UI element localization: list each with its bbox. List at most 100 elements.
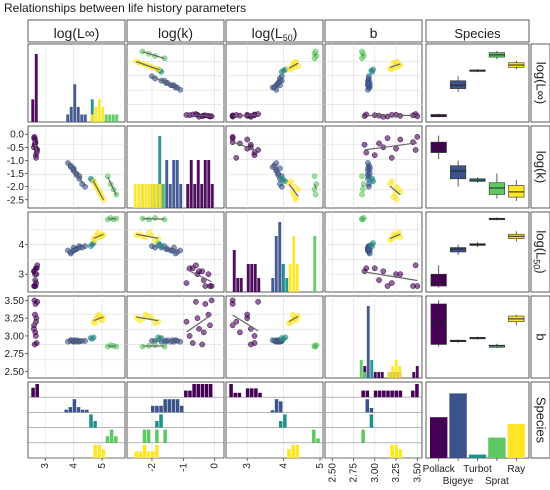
facet-hist-logL50-pollack-bin-1 bbox=[233, 392, 237, 398]
xtick-label-group-logk-0: -2 bbox=[147, 463, 158, 472]
hist-logL50-ray-bin-18 bbox=[292, 236, 296, 292]
top-strip-4 bbox=[425, 19, 530, 43]
fit-line-sprat-r3-c2 bbox=[314, 345, 317, 347]
ytick-label-logk-5: -2.5 bbox=[7, 195, 25, 206]
xtick-label-group-b-3: 3.25 bbox=[391, 463, 402, 483]
point-ray-r1-c3-6 bbox=[392, 191, 399, 198]
hist-logL50-ray-bin-17 bbox=[288, 264, 292, 292]
point-pollack-r3-c2-10 bbox=[237, 329, 243, 336]
facet-hist-logLinf-bigeye-bin-13 bbox=[85, 409, 89, 413]
facet-hist-b-bigeye-bin-9 bbox=[365, 399, 370, 413]
point-pollack-r1-c3-9 bbox=[371, 152, 378, 159]
facet-hist-logk-pollack-bin-17 bbox=[200, 384, 205, 398]
hist-b-pollack-bin-24 bbox=[412, 372, 416, 378]
strip-close-paren: ) bbox=[293, 25, 298, 41]
fit-line-ray-r1-c3 bbox=[389, 185, 401, 196]
species-bar-pollack bbox=[430, 417, 448, 458]
ytick-label-b-2: 3.00 bbox=[5, 331, 25, 342]
right-subscript-50: 50 bbox=[532, 259, 542, 269]
ytick-label-b-0: 2.50 bbox=[5, 367, 25, 378]
point-sprat-r1-c2-0 bbox=[311, 173, 318, 180]
point-pollack-r1-c3-0 bbox=[414, 134, 421, 140]
fit-line-bigeye-r0-c1 bbox=[151, 75, 181, 90]
facet-hist-logL50-ray-bin-14 bbox=[287, 449, 291, 458]
hist-b-pollack-bin-25 bbox=[415, 366, 419, 378]
point-pollack-r2-c1-6 bbox=[199, 268, 206, 275]
facet-hist-b-pollack-bin-11 bbox=[373, 390, 378, 398]
ytick-label-logL50-0: 3 bbox=[18, 270, 24, 281]
facet-hist-logLinf-turbot-bin-15 bbox=[93, 421, 97, 428]
facet-hist-logLinf-pollack-bin-1 bbox=[35, 384, 39, 398]
facet-hist-logL50-ray-bin-16 bbox=[295, 444, 300, 458]
facet-hist-b-bigeye-bin-10 bbox=[369, 408, 374, 413]
facet-hist-logk-ray-bin-1 bbox=[134, 451, 138, 458]
facet-hist-logk-bigeye-bin-9 bbox=[167, 399, 172, 413]
facet-hist-logL50-pollack-bin-6 bbox=[254, 388, 258, 398]
right-strip-loglinf bbox=[530, 43, 550, 123]
point-pollack-r3-c0-10 bbox=[32, 329, 39, 336]
hist-logLinf-sprat-bin-24 bbox=[115, 114, 119, 122]
point-ray-r0-c1-7 bbox=[133, 58, 140, 65]
fit-line-bigeye-r2-c0 bbox=[67, 245, 86, 253]
hist-logk-pollack-bin-21 bbox=[203, 160, 207, 208]
point-pollack-r1-c2-9 bbox=[251, 152, 258, 159]
xtick-label-logLinf-0: 3 bbox=[40, 463, 51, 469]
right-strip-species-label: Species bbox=[534, 397, 549, 444]
hist-logL50-pollack-bin-8 bbox=[257, 278, 261, 292]
fit-line-sprat-r2-c3 bbox=[361, 217, 364, 220]
facet-hist-b-sprat-bin-8 bbox=[361, 429, 365, 443]
hist-b-pollack-bin-14 bbox=[377, 372, 381, 378]
facet-hist-logk-pollack-bin-18 bbox=[204, 384, 209, 398]
hist-logLinf-sprat-bin-21 bbox=[104, 114, 108, 122]
point-ray-r3-c2-4 bbox=[286, 320, 292, 326]
xtick-label-logL50-0: 3 bbox=[242, 463, 253, 469]
panel-r3-c2 bbox=[225, 295, 324, 379]
hist-b-ray-bin-18 bbox=[391, 366, 395, 378]
xtick-label-b-2: 3.00 bbox=[370, 463, 381, 483]
hist-logk-bigeye-bin-14 bbox=[179, 184, 183, 208]
point-pollack-r2-c3-1 bbox=[410, 283, 416, 289]
top-strip-3 bbox=[324, 19, 423, 43]
fit-line-pollack-r3-c0 bbox=[33, 319, 38, 326]
fit-line-turbot-r0-c3 bbox=[371, 69, 374, 72]
facet-hist-b-ray-bin-16 bbox=[394, 444, 399, 458]
hist-b-ray-bin-19 bbox=[394, 360, 398, 378]
fit-line-turbot-r2-c0 bbox=[90, 242, 94, 247]
panel-r4-c0 bbox=[27, 381, 126, 459]
point-sprat-r2-c1-2 bbox=[145, 216, 152, 223]
point-sprat-r1-c3-0 bbox=[359, 173, 365, 180]
box-logL50-bigeye bbox=[450, 247, 467, 253]
hist-logk-pollack-bin-20 bbox=[200, 184, 204, 208]
hist-logL50-pollack-bin-5 bbox=[246, 264, 250, 292]
point-ray-r1-c3-4 bbox=[387, 181, 393, 187]
box-logLinf-bigeye bbox=[450, 80, 467, 89]
fit-line-pollack-r2-c0 bbox=[33, 270, 38, 282]
hist-logk-pollack-bin-23 bbox=[210, 184, 214, 208]
ytick-label-logk-0: 0.0 bbox=[10, 130, 24, 141]
xtick-label-group-logLinf-0: 3 bbox=[40, 463, 51, 469]
fit-line-ray-r0-c2 bbox=[288, 62, 299, 69]
facet-hist-b-pollack-bin-17 bbox=[398, 390, 403, 398]
point-ray-r0-c3-7 bbox=[394, 58, 400, 65]
facet-hist-logL50-pollack-bin-2 bbox=[237, 392, 242, 398]
fit-line-pollack-r0-c2 bbox=[232, 114, 259, 117]
xtick-label-b-1: 2.75 bbox=[349, 463, 360, 483]
hist-logk-ray-bin-4 bbox=[144, 184, 148, 208]
hist-logL50-bigeye-bin-12 bbox=[271, 278, 275, 292]
facet-hist-logk-bigeye-bin-11 bbox=[175, 399, 180, 413]
facet-hist-logk-bigeye-bin-6 bbox=[155, 405, 159, 413]
facet-hist-logLinf-ray-bin-16 bbox=[97, 444, 102, 458]
point-bigeye-r3-c1-10 bbox=[169, 337, 176, 344]
ytick-label-b-3: 3.25 bbox=[5, 314, 25, 325]
point-sprat-r1-c3-2 bbox=[360, 186, 366, 193]
panel-r0-c3 bbox=[324, 43, 423, 123]
point-pollack-r3-c1-3 bbox=[189, 340, 196, 346]
point-pollack-r1-c3-5 bbox=[388, 154, 395, 161]
hist-logk-sprat-bin-9 bbox=[161, 184, 165, 208]
xtick-label-b-4: 3.50 bbox=[412, 463, 423, 483]
facet-hist-logL50-ray-bin-15 bbox=[291, 444, 295, 458]
point-pollack-r3-c1-5 bbox=[183, 318, 190, 325]
point-pollack-r2-c3-2 bbox=[380, 268, 387, 275]
facet-hist-logk-bigeye-bin-12 bbox=[179, 405, 184, 413]
point-pollack-r3-c0-7 bbox=[34, 298, 41, 305]
